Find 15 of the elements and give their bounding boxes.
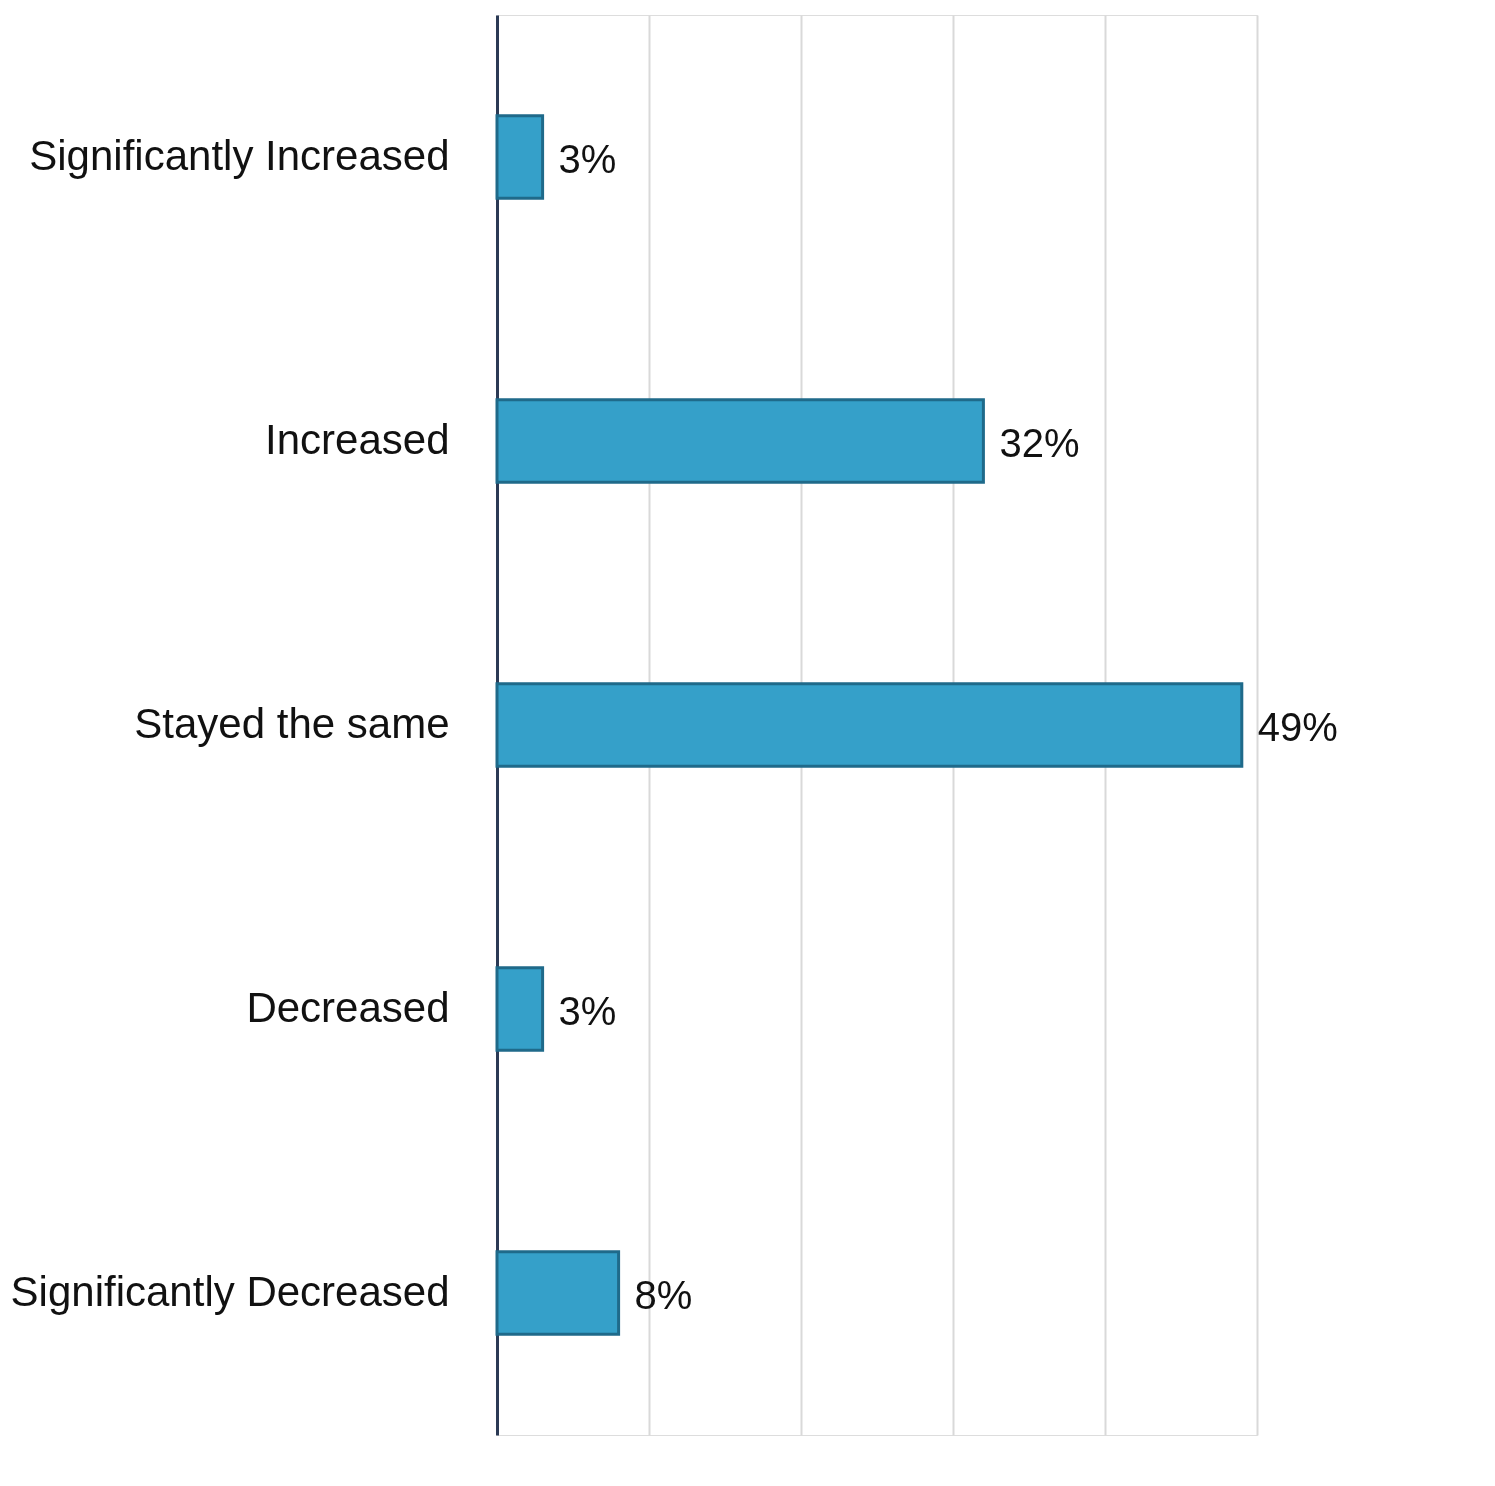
data-label: 3% bbox=[558, 137, 617, 181]
bar bbox=[495, 1250, 621, 1336]
y-tick-label: Significantly Decreased bbox=[10, 1268, 450, 1315]
data-label: 49% bbox=[1257, 705, 1338, 749]
bar bbox=[495, 114, 545, 200]
y-tick-label: Decreased bbox=[246, 984, 450, 1031]
y-tick-label: Significantly Increased bbox=[29, 132, 450, 179]
y-tick-label: Increased bbox=[265, 416, 450, 463]
data-label: 8% bbox=[634, 1273, 693, 1317]
bar bbox=[495, 398, 985, 484]
y-tick-label: Stayed the same bbox=[134, 700, 450, 747]
bar bbox=[495, 966, 545, 1052]
bar bbox=[495, 682, 1244, 768]
data-label: 32% bbox=[999, 421, 1080, 465]
data-label: 3% bbox=[558, 989, 617, 1033]
